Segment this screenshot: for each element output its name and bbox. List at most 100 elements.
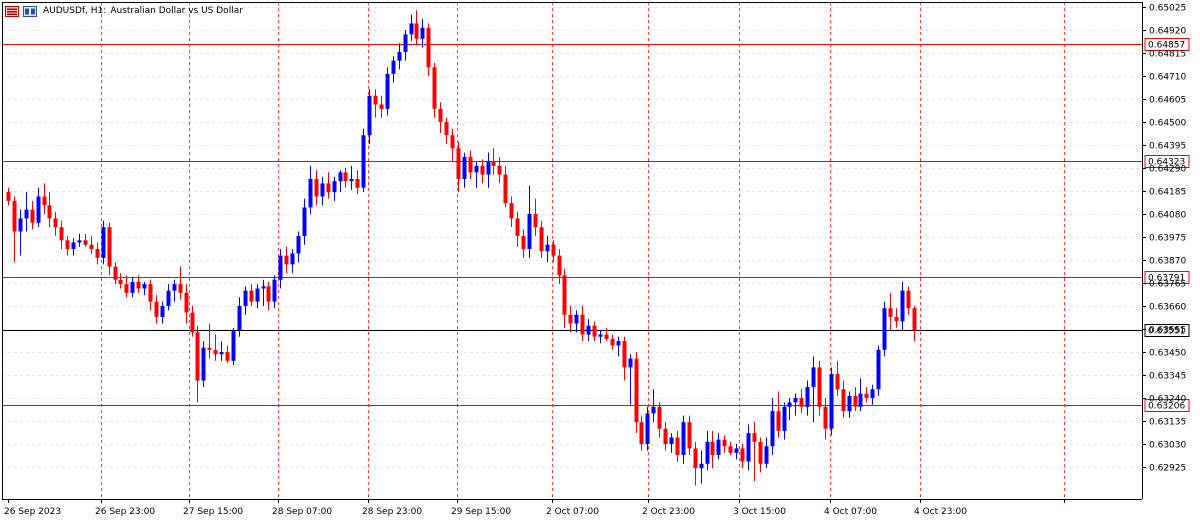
candle-body — [705, 441, 710, 464]
candle-body — [136, 281, 141, 289]
candle-body — [669, 437, 674, 445]
candle-body — [841, 389, 846, 412]
candle-bull — [201, 341, 206, 388]
time-tick-label: 26 Sep 23:00 — [95, 507, 155, 517]
candle-bear — [266, 281, 271, 311]
candle-bull — [782, 402, 787, 440]
candle-bear — [438, 102, 443, 133]
candle-bear — [213, 334, 218, 361]
price-tick-label: 0.63030 — [1149, 441, 1186, 451]
candle-bull — [403, 30, 408, 61]
level-line-label-box — [1144, 155, 1190, 168]
current-price-line-label-box — [1144, 324, 1190, 337]
candle-bear — [414, 10, 419, 46]
candle-body — [302, 207, 307, 236]
candle-bull — [420, 19, 425, 48]
level-line-label: 0.64857 — [1148, 41, 1185, 51]
candle-bull — [166, 284, 171, 311]
price-tick-label: 0.63765 — [1149, 280, 1186, 290]
candle-bear — [30, 200, 35, 230]
candle-body — [231, 330, 236, 361]
candle-bull — [142, 281, 147, 296]
candle-body — [734, 448, 739, 453]
candle-body — [355, 178, 360, 188]
candle-body — [332, 181, 337, 193]
candle-body — [225, 352, 230, 361]
candle-body — [912, 308, 917, 331]
level-line-label: 0.63791 — [1148, 274, 1185, 284]
candle-bull — [527, 185, 532, 258]
candle-bear — [622, 336, 627, 381]
price-tick-label: 0.63555 — [1149, 326, 1186, 336]
price-tick-label: 0.62925 — [1149, 464, 1186, 474]
candle-bear — [249, 284, 254, 307]
time-tick-label: 2 Oct 23:00 — [642, 507, 695, 517]
candle-body — [509, 203, 514, 219]
candle-bull — [586, 319, 591, 342]
candle-body — [681, 422, 686, 455]
candle-bull — [308, 165, 313, 215]
candle-body — [764, 446, 769, 464]
candle-bear — [432, 62, 437, 118]
time-axis[interactable]: 26 Sep 2023 26 Sep 23:00 27 Sep 15:00 28 Se… — [4, 499, 1065, 517]
candle-bear — [604, 327, 609, 342]
time-tick-label: 27 Sep 15:00 — [183, 507, 243, 517]
horizontal-levels[interactable]: 0.64857 0.64323 0.63791 0.63206 0.63551 — [2, 38, 1190, 412]
candle-bull — [645, 406, 650, 451]
candle-bull — [278, 249, 283, 289]
candle-bear — [533, 198, 538, 236]
candle-bear — [728, 441, 733, 455]
candle-body — [385, 73, 390, 109]
candle-bull — [746, 424, 751, 471]
candle-body — [829, 373, 834, 429]
candle-body — [30, 209, 35, 223]
chart-window-icon[interactable] — [5, 5, 19, 17]
candle-bull — [36, 187, 41, 228]
candle-bear — [841, 380, 846, 418]
price-tick-label: 0.63975 — [1149, 234, 1186, 244]
candle-body — [414, 23, 419, 39]
price-axis[interactable]: 0.65025 0.64920 0.64815 0.64710 0.64605 0.645… — [1142, 4, 1186, 474]
price-tick-label: 0.63870 — [1149, 257, 1186, 267]
candle-bear — [693, 441, 698, 486]
candle-body — [515, 218, 520, 236]
candle-body — [213, 349, 218, 355]
candle-body — [12, 200, 17, 232]
candle-bull — [261, 279, 266, 307]
time-tick-label: 3 Oct 15:00 — [733, 507, 786, 517]
candle-body — [190, 312, 195, 333]
candle-body — [799, 398, 804, 407]
candle-body — [586, 325, 591, 335]
candle-bull — [716, 433, 721, 460]
candle-bull — [385, 67, 390, 116]
candle-bear — [456, 141, 461, 193]
candle-body — [853, 395, 858, 407]
candle-body — [420, 27, 425, 39]
candle-body — [888, 308, 893, 317]
candle-body — [219, 352, 224, 355]
candle-bear — [557, 249, 562, 285]
candle-body — [817, 367, 822, 407]
candle-body — [610, 338, 615, 346]
symbol-info-icon[interactable] — [23, 5, 37, 17]
chart-frame — [2, 2, 1143, 500]
candle-bull — [349, 165, 354, 190]
candle-bear — [776, 391, 781, 438]
candle-body — [130, 281, 135, 293]
candle-body — [793, 398, 798, 403]
candle-bear — [580, 306, 585, 342]
candle-bear — [568, 306, 573, 333]
candle-bear — [95, 242, 100, 265]
candle-body — [403, 34, 408, 52]
candle-bull — [130, 277, 135, 298]
candle-body — [858, 393, 863, 407]
candle-bull — [332, 176, 337, 201]
time-tick-label: 2 Oct 07:00 — [546, 507, 599, 517]
candle-bear — [888, 292, 893, 331]
candle-bear — [539, 220, 544, 258]
candle-body — [361, 135, 366, 188]
candle-bear — [687, 415, 692, 455]
price-tick-label: 0.64185 — [1149, 188, 1186, 198]
